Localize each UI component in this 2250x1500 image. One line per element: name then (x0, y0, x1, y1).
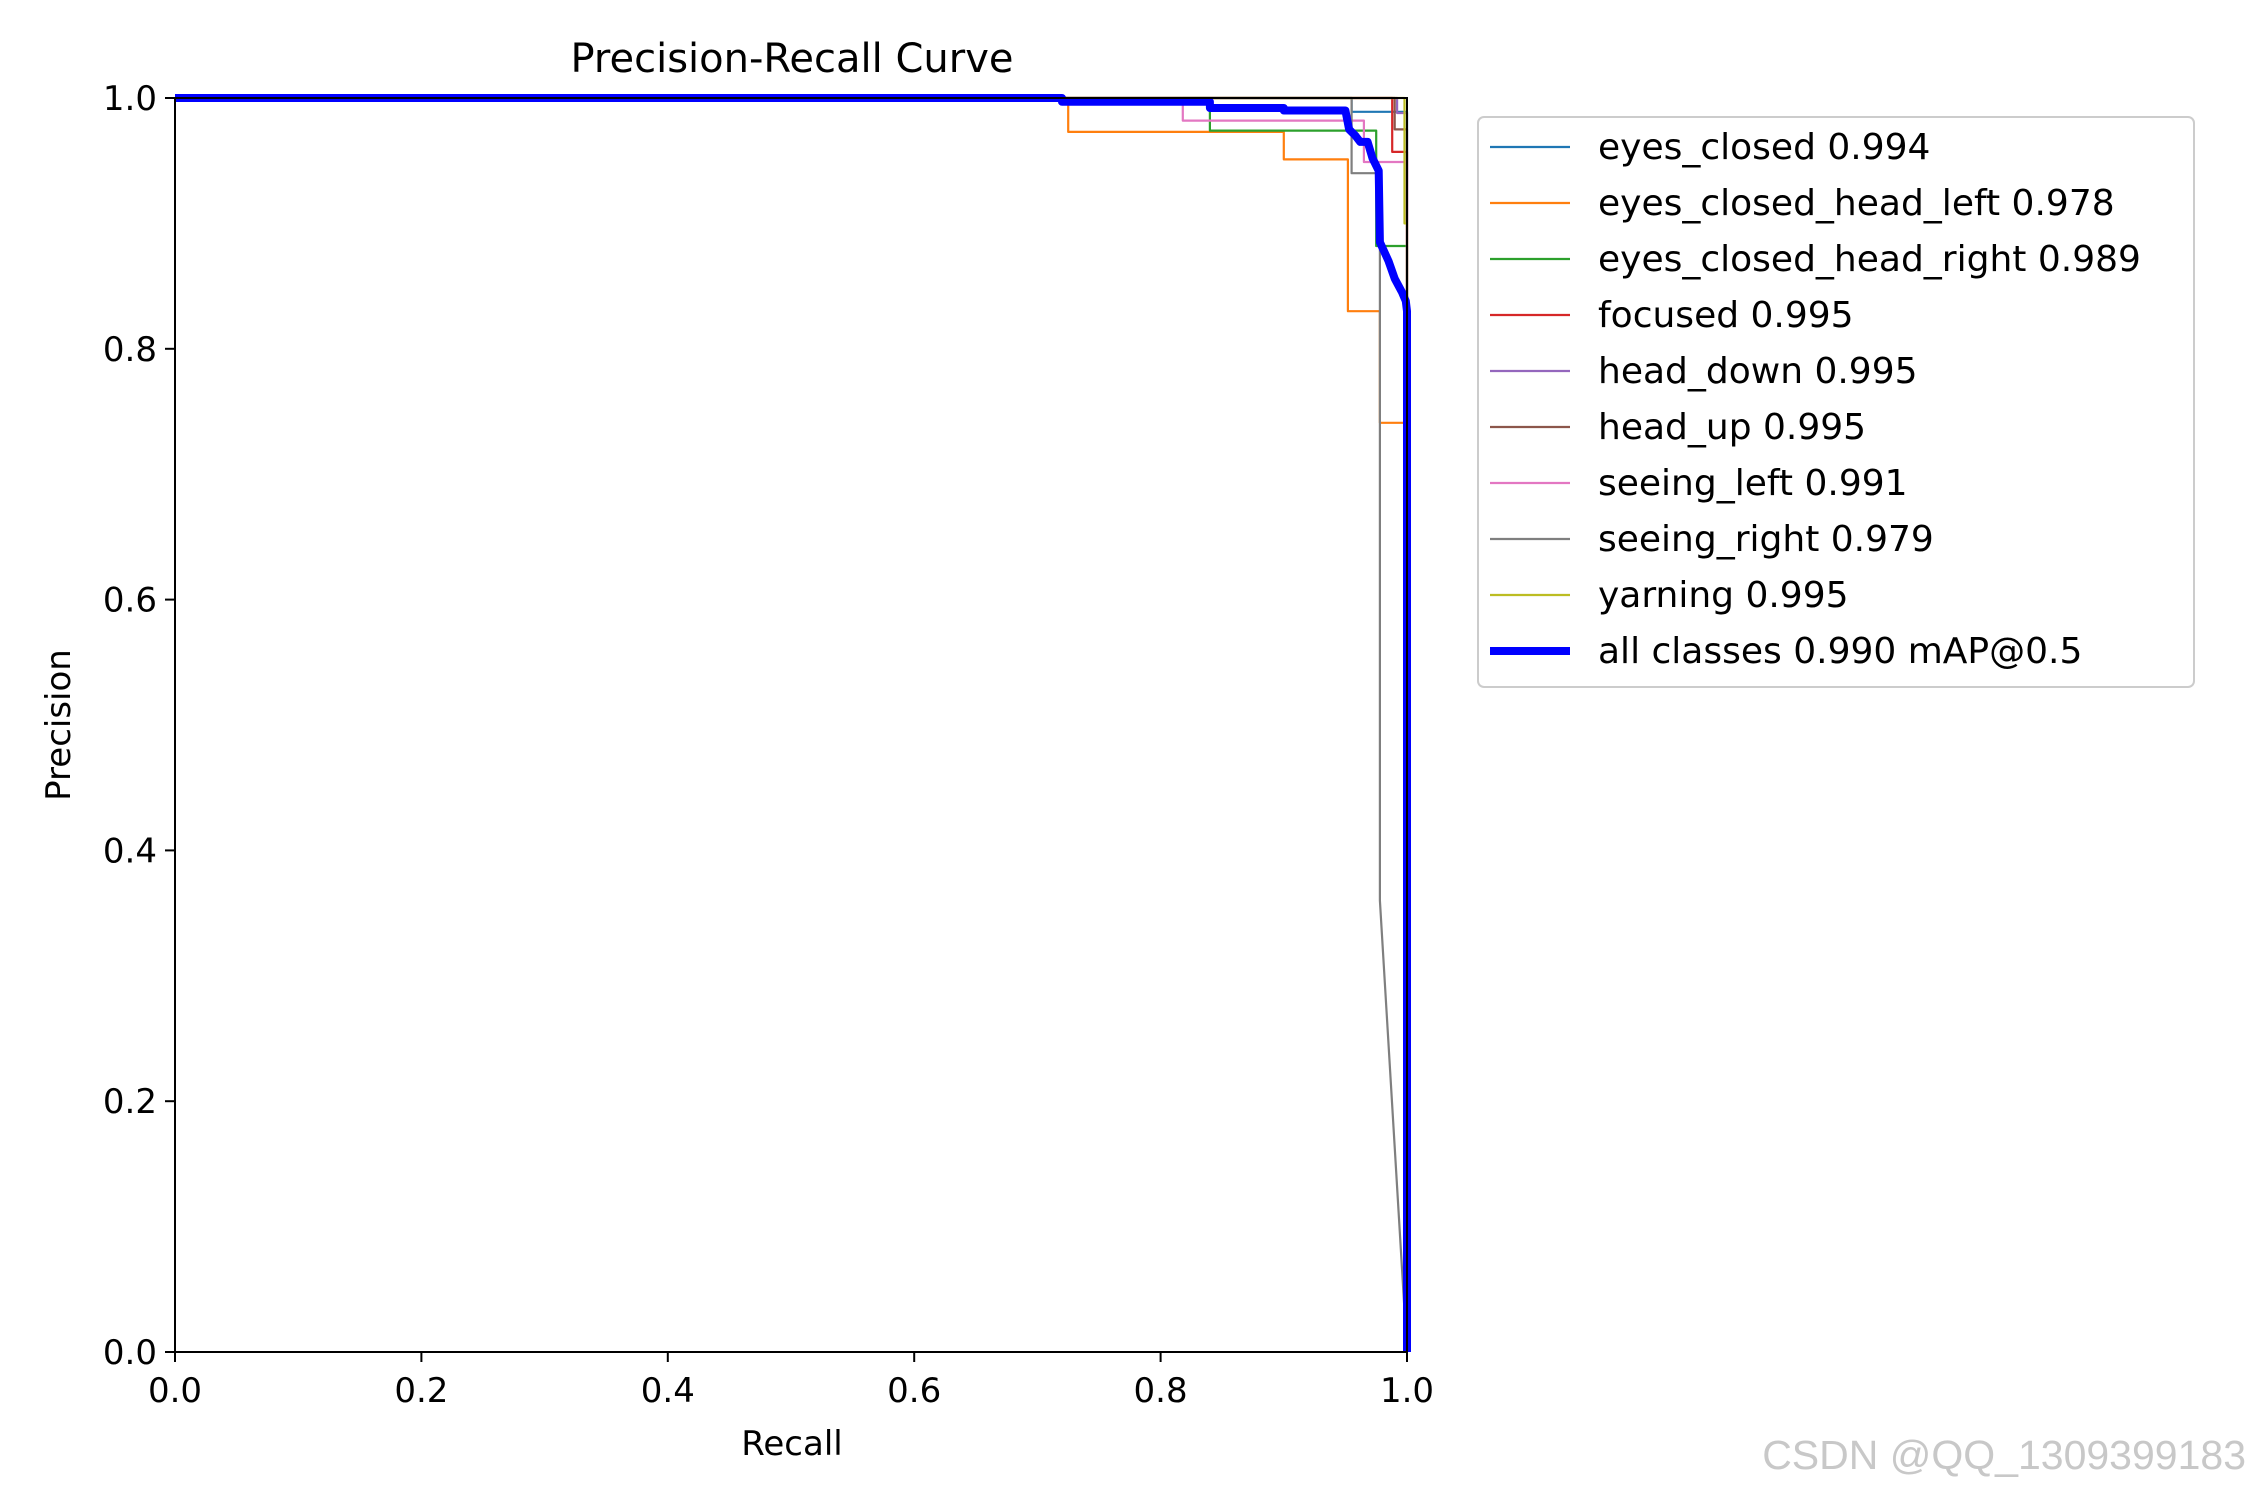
series-line-all-classes (175, 94, 1411, 1352)
y-tick-label: 0.0 (103, 1333, 157, 1373)
legend-label-focused: focused 0.995 (1598, 295, 1854, 336)
legend-label-head-down: head_down 0.995 (1598, 351, 1918, 392)
legend-label-head-up: head_up 0.995 (1598, 407, 1866, 448)
y-axis-label: Precision (39, 649, 79, 801)
legend-frame (1477, 116, 2195, 688)
legend-label-eyes-closed: eyes_closed 0.994 (1598, 127, 1930, 168)
x-axis: 0.0 0.2 0.4 0.6 0.8 1.0 (148, 1352, 1434, 1411)
x-tick-label: 0.6 (887, 1371, 941, 1411)
legend-label-eyes-closed-head-right: eyes_closed_head_right 0.989 (1598, 239, 2141, 280)
y-tick-label: 0.8 (103, 330, 157, 370)
y-tick-label: 0.6 (103, 581, 157, 621)
legend-label-all-classes: all classes 0.990 mAP@0.5 (1598, 631, 2082, 672)
x-tick-label: 0.4 (641, 1371, 695, 1411)
watermark: CSDN @QQ_1309399183 (1762, 1432, 2246, 1478)
chart-title: Precision-Recall Curve (571, 36, 1014, 82)
legend-label-seeing-left: seeing_left 0.991 (1598, 463, 1908, 504)
legend-label-yarning: yarning 0.995 (1598, 575, 1849, 616)
axes-frame (174, 97, 1408, 1353)
legend-label-eyes-closed-head-left: eyes_closed_head_left 0.978 (1598, 183, 2115, 224)
y-tick-label: 0.4 (103, 831, 157, 871)
legend: eyes_closed 0.994 eyes_closed_head_left 0… (1477, 116, 2195, 688)
legend-items: eyes_closed 0.994 eyes_closed_head_left 0… (1490, 127, 2141, 672)
x-tick-label: 0.8 (1134, 1371, 1188, 1411)
legend-label-seeing-right: seeing_right 0.979 (1598, 519, 1934, 560)
series-line-eyes-closed-head-left (175, 96, 1409, 1352)
x-tick-label: 0.0 (148, 1371, 202, 1411)
x-axis-label: Recall (741, 1424, 842, 1464)
y-axis: 0.0 0.2 0.4 0.6 0.8 1.0 (103, 79, 175, 1373)
y-tick-label: 1.0 (103, 79, 157, 119)
x-tick-label: 0.2 (394, 1371, 448, 1411)
y-tick-label: 0.2 (103, 1082, 157, 1122)
x-tick-label: 1.0 (1380, 1371, 1434, 1411)
